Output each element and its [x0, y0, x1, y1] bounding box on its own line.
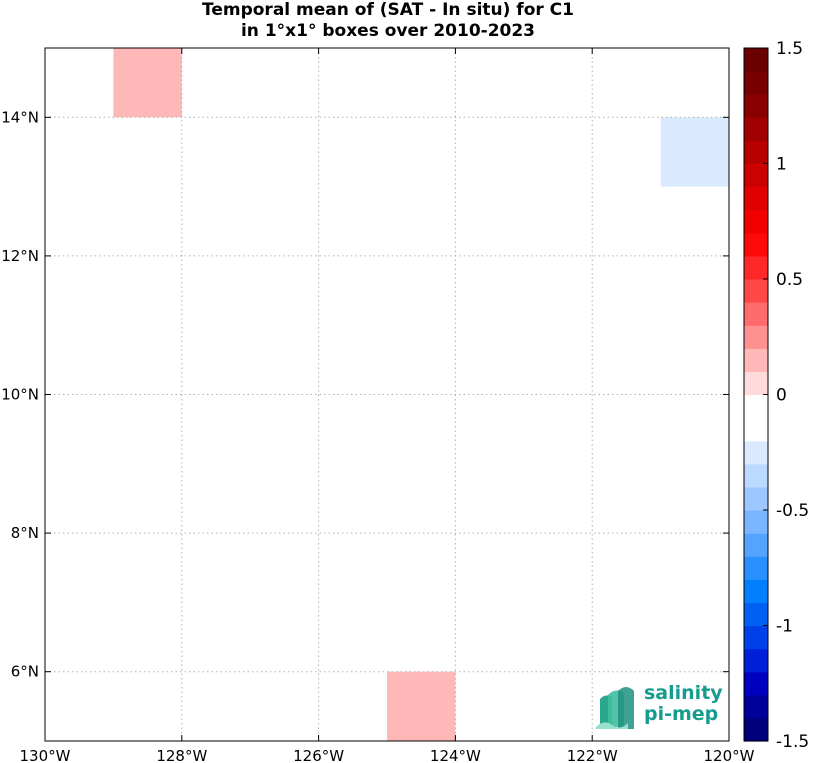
- data-cell-8: [387, 671, 456, 741]
- chart-title-line2: in 1°x1° boxes over 2010-2023: [240, 21, 536, 41]
- y-tick-label-2: 8°N: [11, 524, 39, 542]
- data-cell-7: [181, 533, 251, 672]
- colorbar-segment-21: [744, 255, 768, 280]
- colorbar-segment-24: [744, 186, 768, 211]
- x-tick-label-5: 122°W: [567, 747, 618, 763]
- x-tick-label-2: 128°W: [156, 747, 207, 763]
- colorbar-segment-18: [744, 325, 768, 349]
- data-cell-4: [660, 117, 729, 187]
- colorbar-segment-15: [744, 394, 768, 419]
- colorbar-segment-27: [744, 117, 768, 141]
- colorbar-segment-7: [744, 579, 768, 603]
- data-cell-3: [592, 117, 661, 187]
- logo-waves-icon: [596, 687, 634, 729]
- salinity-pimep-logo: salinity pi-mep: [594, 683, 724, 733]
- colorbar-segment-3: [744, 671, 768, 696]
- y-tick-label-1: 6°N: [11, 663, 39, 681]
- colorbar-tick-label-4: 0: [776, 386, 787, 406]
- colorbar-segment-5: [744, 625, 768, 650]
- data-cells: [113, 48, 729, 741]
- grid-lines: [45, 48, 729, 741]
- colorbar-segment-2: [744, 694, 768, 719]
- colorbar-segment-30: [744, 48, 768, 72]
- colorbar-segment-14: [744, 417, 768, 442]
- x-tick-label-3: 126°W: [293, 747, 344, 763]
- colorbar-segment-4: [744, 648, 768, 673]
- colorbar-segment-10: [744, 510, 768, 534]
- colorbar-segment-26: [744, 140, 768, 165]
- colorbar-tick-label-7: -1.5: [776, 732, 809, 752]
- x-tick-label-4: 124°W: [430, 747, 481, 763]
- x-tick-label-6: 120°W: [704, 747, 755, 763]
- colorbar-segment-20: [744, 279, 768, 303]
- logo-line2: pi-mep: [644, 703, 719, 725]
- y-tick-label-4: 12°N: [1, 247, 39, 265]
- colorbar-segment-28: [744, 94, 768, 118]
- colorbar-segment-25: [744, 163, 768, 188]
- y-tick-label-3: 10°N: [1, 386, 39, 404]
- colorbar-segment-12: [744, 463, 768, 488]
- colorbar-segment-19: [744, 302, 768, 326]
- colorbar-segment-13: [744, 440, 768, 465]
- x-tick-label-1: 130°W: [20, 747, 71, 763]
- colorbar-segment-22: [744, 232, 768, 257]
- logo-text: salinity pi-mep: [644, 683, 723, 725]
- colorbar-tick-label-5: -0.5: [776, 501, 809, 521]
- logo-line1: salinity: [644, 682, 723, 704]
- colorbar-segment-6: [744, 602, 768, 627]
- colorbar-segment-29: [744, 71, 768, 95]
- data-cell-6: [455, 533, 729, 603]
- data-cell-5: [660, 186, 729, 256]
- colorbar: 1.5 1 0.5 0 -0.5 -1 -1.5: [743, 39, 809, 752]
- colorbar-segment-11: [744, 486, 768, 511]
- colorbar-segment-16: [744, 371, 768, 396]
- colorbar-segment-17: [744, 348, 768, 372]
- colorbar-tick-label-6: -1: [776, 617, 793, 637]
- colorbar-tick-label-2: 1: [776, 155, 787, 175]
- colorbar-segment-9: [744, 533, 768, 557]
- chart-title-line1: Temporal mean of (SAT - In situ) for C1: [202, 0, 574, 20]
- colorbar-tick-label-1: 1.5: [776, 39, 803, 59]
- axis-ticks: 130°W 128°W 126°W 124°W 122°W 120°W 6°N 8°N 10°N…: [1, 48, 755, 763]
- y-tick-label-5: 14°N: [1, 108, 39, 126]
- colorbar-segment-23: [744, 209, 768, 234]
- colorbar-tick-label-3: 0.5: [776, 270, 803, 290]
- data-cell-1: [113, 48, 182, 118]
- colorbar-segment-1: [744, 717, 768, 742]
- colorbar-segment-8: [744, 556, 768, 580]
- data-cell-2: [592, 48, 729, 118]
